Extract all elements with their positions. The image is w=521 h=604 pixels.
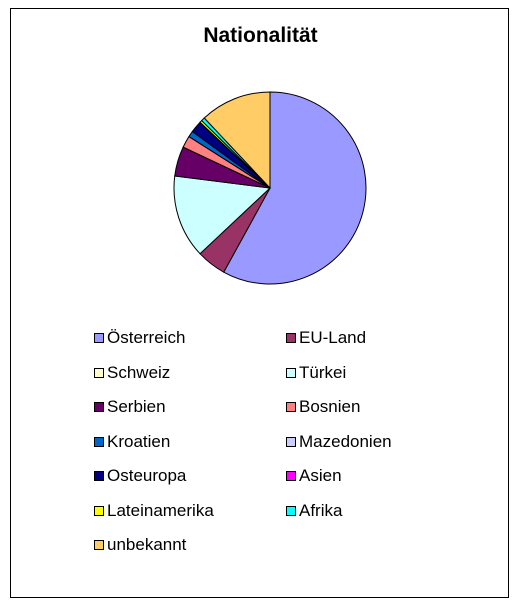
legend-label-bosnien: Bosnien — [299, 397, 361, 416]
legend-swatch-asien — [286, 471, 296, 481]
legend-item-unbekannt: unbekannt — [94, 535, 186, 555]
pie-slice-unbekannt — [203, 91, 271, 190]
legend-item-bosnien: Bosnien — [286, 397, 360, 417]
legend-item-österreich: Österreich — [94, 328, 185, 348]
legend-swatch-kroatien — [94, 436, 104, 447]
legend-swatch-osteuropa — [94, 471, 104, 481]
legend-item-serbien: Serbien — [94, 397, 166, 417]
legend-swatch-österreich — [94, 333, 104, 343]
legend-item-eu-land: EU-Land — [286, 328, 366, 348]
legend-item-türkei: Türkei — [286, 363, 346, 383]
legend-swatch-mazedonien — [286, 436, 296, 447]
legend-item-kroatien: Kroatien — [94, 432, 170, 452]
legend-swatch-bosnien — [286, 402, 296, 412]
legend-label-serbien: Serbien — [107, 397, 166, 416]
legend-swatch-afrika — [286, 505, 296, 516]
legend-item-mazedonien: Mazedonien — [286, 432, 392, 452]
legend-swatch-schweiz — [94, 367, 104, 378]
legend-label-eu-land: EU-Land — [299, 328, 367, 347]
chart-title: Nationalität — [203, 24, 318, 47]
legend-label-osteuropa: Osteuropa — [107, 466, 187, 485]
legend-label-lateinamerika: Lateinamerika — [107, 500, 214, 520]
pie-slice-türkei — [173, 175, 272, 255]
legend-swatch-türkei — [286, 367, 296, 378]
legend-item-lateinamerika: Lateinamerika — [94, 501, 214, 521]
legend-label-kroatien: Kroatien — [107, 431, 171, 451]
legend-label-unbekannt: unbekannt — [107, 535, 187, 554]
legend-swatch-lateinamerika — [94, 505, 104, 516]
legend-label-türkei: Türkei — [299, 362, 347, 382]
pie-slice-österreich — [223, 91, 367, 285]
legend-item-osteuropa: Osteuropa — [94, 466, 186, 486]
legend-swatch-eu-land — [286, 333, 296, 343]
legend-label-asien: Asien — [299, 466, 342, 485]
legend-item-afrika: Afrika — [286, 501, 342, 521]
legend-item-schweiz: Schweiz — [94, 363, 170, 383]
legend-item-asien: Asien — [286, 466, 342, 486]
legend-label-afrika: Afrika — [299, 500, 343, 520]
legend-swatch-unbekannt — [94, 540, 104, 550]
legend-label-österreich: Österreich — [107, 328, 186, 347]
legend-swatch-serbien — [94, 402, 104, 412]
legend-label-mazedonien: Mazedonien — [299, 431, 392, 451]
legend-label-schweiz: Schweiz — [107, 362, 171, 382]
